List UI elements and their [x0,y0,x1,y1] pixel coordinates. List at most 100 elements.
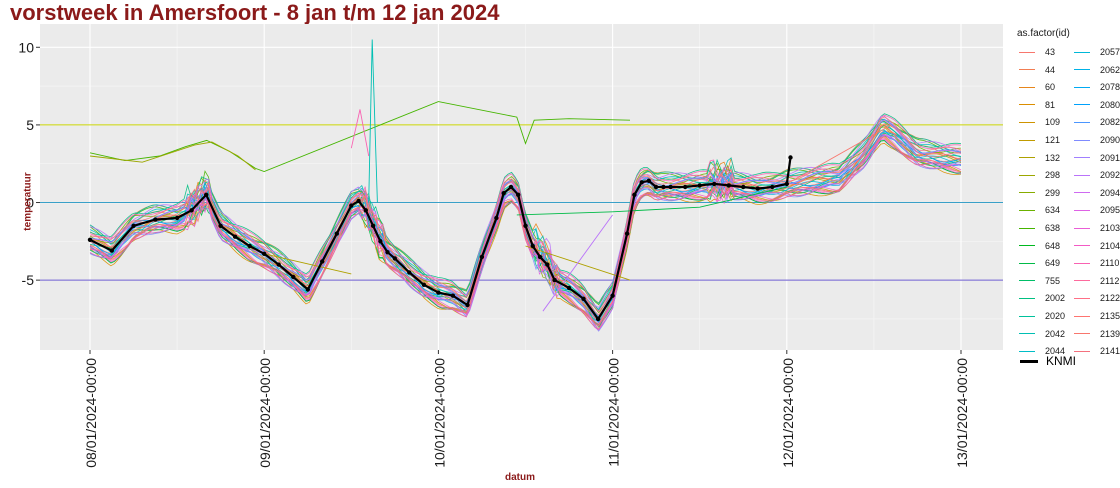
legend-item-649: 649 [1019,256,1060,270]
sensor-line-extra-8 [786,124,892,185]
legend-item-2139: 2139 [1074,327,1120,341]
legend-label: 2141 [1100,346,1120,357]
x-tick-label: 11/01/2024-00:00 [606,358,622,467]
legend-swatch [1074,69,1090,71]
knmi-point [320,259,325,264]
sensor-line-extra-7 [542,214,613,312]
knmi-point [378,239,383,244]
legend-label: 60 [1045,82,1056,93]
legend-label: 109 [1045,117,1061,128]
legend-swatch [1019,104,1035,106]
legend-swatch [1019,192,1035,194]
knmi-point [726,183,731,188]
legend-swatch [1074,51,1090,53]
knmi-point [450,293,456,298]
x-tick-label: 09/01/2024-00:00 [257,358,273,468]
knmi-point [370,223,376,228]
legend-label: 2112 [1100,275,1120,286]
knmi-series [87,155,793,322]
sensor-line-extra-3 [264,253,352,275]
legend-label: 2095 [1100,205,1120,216]
legend-item-2091: 2091 [1074,151,1120,165]
legend-label: 2002 [1045,293,1066,304]
legend-label: 2062 [1100,64,1120,75]
legend-item-2078: 2078 [1074,80,1120,94]
x-tick-label: 13/01/2024-00:00 [954,358,970,468]
legend-label: 2092 [1100,170,1120,181]
legend-swatch [1074,121,1090,123]
legend-item-2104: 2104 [1074,239,1120,253]
legend-label: 648 [1045,240,1061,251]
knmi-point [516,192,521,197]
y-tick-label: -5 [22,272,35,288]
legend-item-2095: 2095 [1074,203,1120,217]
plot-area: -5 0 5 10 08/01/2024-00:00 09/01/2024-00:00 1… [18,24,1003,468]
knmi-point [174,215,180,221]
legend-item-2002: 2002 [1019,291,1065,305]
knmi-point [204,192,209,197]
legend-item-81: 81 [1019,98,1055,112]
legend-item-648: 648 [1019,239,1060,253]
knmi-point [131,223,136,228]
legend-swatch [1074,315,1090,317]
knmi-point [385,250,390,255]
y-tick-label: 5 [26,117,34,133]
legend-item-2112: 2112 [1074,274,1119,288]
legend-item-2090: 2090 [1074,133,1120,147]
sensor-line-2122 [89,124,962,322]
legend-swatch [1019,280,1035,282]
legend-item-43: 43 [1019,45,1055,59]
legend-label: 2091 [1100,152,1120,163]
legend-label: 81 [1045,99,1056,110]
legend-swatch [1019,245,1035,247]
legend-label: 298 [1045,170,1061,181]
knmi-point [421,282,427,287]
legend: as.factor(id) 43 44 60 81 109 121 132 298 299 634… [1015,28,1120,378]
knmi-point [566,285,572,291]
legend-label: 2078 [1100,82,1120,93]
legend-item-132: 132 [1019,151,1060,165]
x-axis: 08/01/2024-00:00 09/01/2024-00:00 10/01/20… [83,350,970,468]
legend-swatch [1019,297,1035,299]
knmi-point [661,184,666,190]
knmi-point [788,155,793,160]
legend-swatch [1074,350,1090,352]
y-tick-label: 0 [26,195,34,211]
legend-item-755: 755 [1019,274,1060,288]
legend-swatch [1019,69,1035,71]
legend-item-2141: 2141 [1074,344,1120,358]
legend-swatch [1019,139,1035,141]
legend-label: 2110 [1100,258,1120,269]
legend-swatch [1019,262,1035,264]
knmi-point [545,262,550,267]
knmi-point [356,198,361,204]
chart-title: vorstweek in Amersfoort - 8 jan t/m 12 j… [10,0,500,25]
legend-label: 2135 [1100,311,1120,321]
knmi-point [595,316,601,322]
knmi-point [581,296,586,301]
knmi-point [741,184,746,190]
legend-swatch [1074,209,1090,211]
knmi-point [189,208,194,213]
knmi-point [668,184,673,190]
knmi-point [479,254,485,260]
knmi-point [349,203,354,208]
legend-label-knmi: KNMI [1046,354,1076,368]
sensor-line-2104 [89,133,962,331]
legend-label: 43 [1045,47,1056,57]
sensor-line-extra-2 [516,186,787,216]
x-axis-label: datum [505,472,535,483]
legend-item-298: 298 [1019,168,1060,182]
knmi-point [218,223,223,228]
knmi-point [632,192,637,197]
knmi-point [697,183,702,188]
knmi-point [508,184,514,190]
legend-label: 299 [1045,187,1061,198]
knmi-point [232,234,238,239]
knmi-point [653,184,659,190]
knmi-point [305,287,310,292]
x-tick-label: 10/01/2024-00:00 [431,358,447,468]
legend-swatch [1019,350,1035,352]
legend-swatch [1074,157,1090,159]
x-tick-label: 12/01/2024-00:00 [780,358,796,468]
